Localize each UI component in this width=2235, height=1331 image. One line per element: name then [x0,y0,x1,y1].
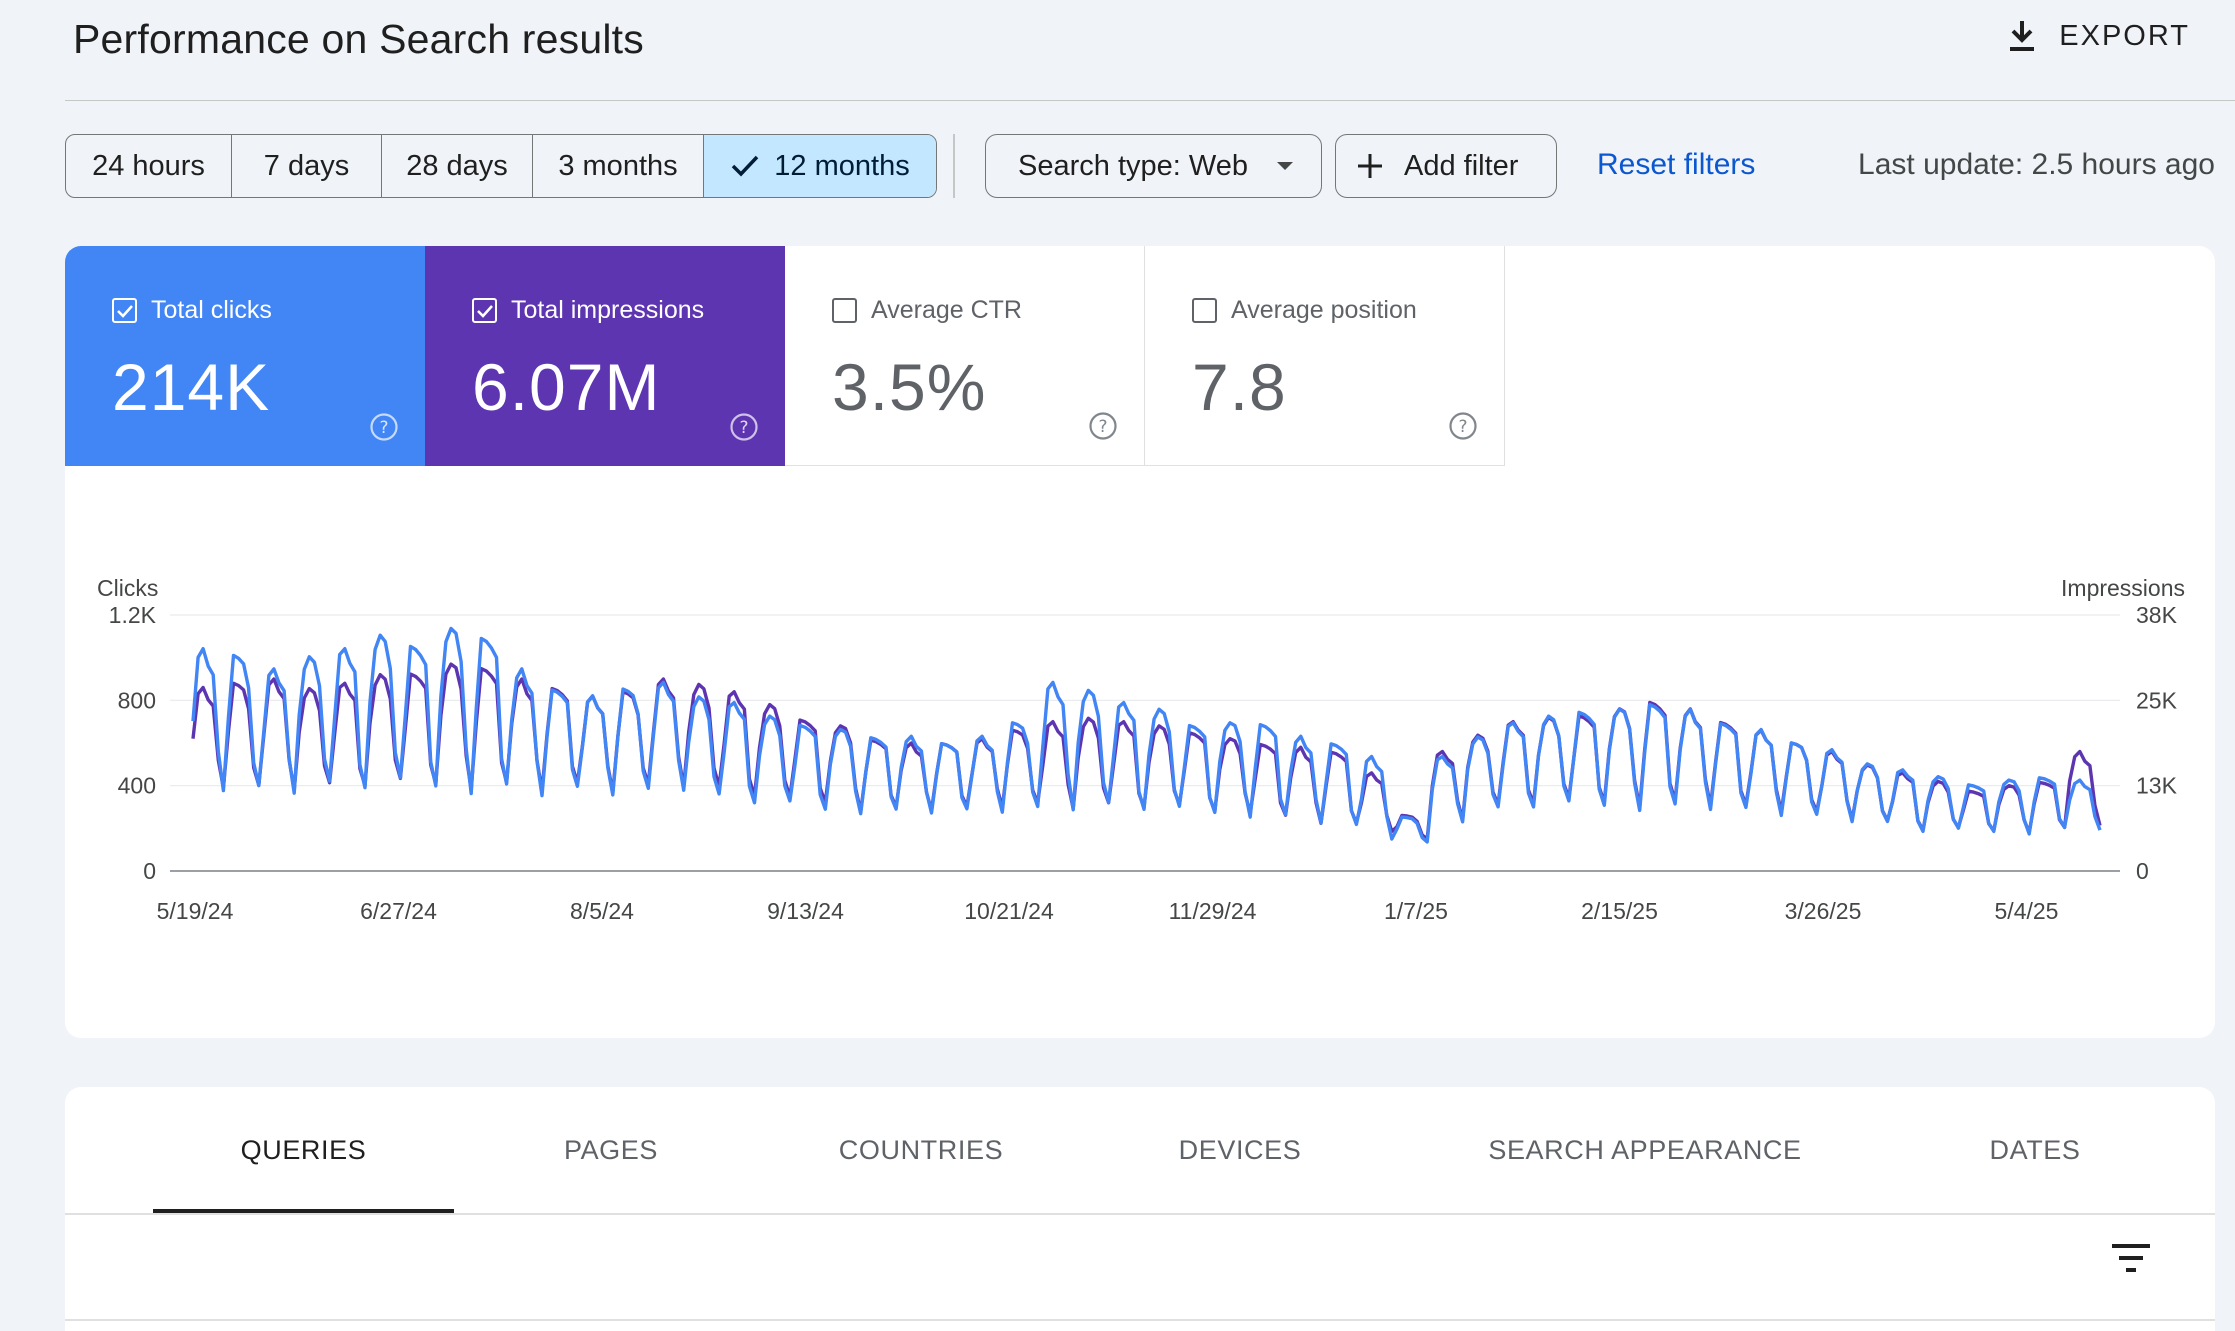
date-range-selector: 24 hours 7 days 28 days 3 months 12 mont… [65,134,937,198]
reset-filters-link[interactable]: Reset filters [1597,148,1756,181]
metric-average-position[interactable]: Average position 7.8 ? [1145,246,1505,466]
x-tick-label: 8/5/24 [570,898,634,924]
range-3-months[interactable]: 3 months [533,135,704,197]
x-tick-label: 11/29/24 [1169,898,1257,924]
download-icon [2010,21,2035,51]
tab-countries[interactable]: COUNTRIES [838,1135,1004,1165]
svg-text:?: ? [739,418,748,438]
check-icon [732,155,759,177]
metric-value: 6.07M [472,350,661,424]
y-axis-title-left: Clicks [97,575,158,601]
help-circle-icon[interactable]: ? [1448,411,1478,441]
x-tick-label: 5/4/25 [1995,898,2059,924]
performance-card: Total clicks 214K ? Total impressions 6.… [65,246,2215,1038]
x-tick-label: 3/26/25 [1785,898,1862,924]
page-header: Performance on Search results EXPORT [65,0,2235,101]
page-title: Performance on Search results [73,16,644,62]
y-axis-title-right: Impressions [2061,575,2185,601]
y-axis-right: Impressions 0 13K 25K 38K [2061,575,2185,884]
metric-cards: Total clicks 214K ? Total impressions 6.… [65,246,1505,466]
checkbox-empty-icon [832,298,857,323]
active-tab-indicator [153,1209,454,1213]
metric-average-ctr[interactable]: Average CTR 3.5% ? [785,246,1145,466]
y2-tick-label: 13K [2136,773,2178,799]
range-12-months[interactable]: 12 months [704,135,936,197]
chart-lines [191,626,2102,844]
help-circle-icon[interactable]: ? [369,412,399,442]
metric-value: 3.5% [832,350,987,424]
export-button[interactable]: EXPORT [2007,14,2190,58]
svg-text:?: ? [1458,417,1467,437]
y-axis-left: Clicks 0 400 800 1.2K [97,575,158,884]
metric-value: 7.8 [1192,350,1287,424]
checkbox-checked-icon [472,298,497,323]
plus-icon [1358,154,1382,178]
y-tick-label: 0 [143,858,156,884]
x-tick-label: 10/21/24 [964,898,1054,924]
tab-pages[interactable]: PAGES [563,1135,659,1165]
filter-list-icon[interactable] [2112,1244,2150,1272]
table-header-divider [65,1319,2215,1321]
x-tick-label: 9/13/24 [767,898,844,924]
caret-down-icon [1276,162,1293,170]
tab-devices[interactable]: DEVICES [1178,1135,1302,1165]
metric-value: 214K [112,350,271,424]
help-circle-icon[interactable]: ? [1088,411,1118,441]
series-impressions-line [191,626,2102,844]
x-tick-label: 2/15/25 [1581,898,1658,924]
dimension-tabs-card: QUERIES PAGES COUNTRIES DEVICES SEARCH A… [65,1087,2215,1331]
metric-total-impressions[interactable]: Total impressions 6.07M ? [425,246,785,466]
add-filter-button[interactable]: Add filter [1335,134,1557,198]
svg-text:?: ? [1098,417,1107,437]
chart-grid [170,614,2120,872]
x-tick-label: 6/27/24 [360,898,437,924]
tab-queries[interactable]: QUERIES [240,1135,367,1165]
y2-tick-label: 0 [2136,858,2149,884]
search-type-dropdown[interactable]: Search type: Web [985,134,1322,198]
x-tick-label: 1/7/25 [1384,898,1448,924]
export-label: EXPORT [2059,19,2190,52]
checkbox-empty-icon [1192,298,1217,323]
y2-tick-label: 25K [2136,687,2178,713]
y-tick-label: 400 [118,773,156,799]
range-7-days[interactable]: 7 days [232,135,382,197]
x-axis: 5/19/24 6/27/24 8/5/24 9/13/24 10/21/24 11/29… [157,898,2059,924]
range-28-days[interactable]: 28 days [382,135,533,197]
y2-tick-label: 38K [2136,602,2178,628]
svg-text:?: ? [379,418,388,438]
help-circle-icon[interactable]: ? [729,412,759,442]
checkbox-checked-icon [112,298,137,323]
last-update-text: Last update: 2.5 hours ago [1858,148,2215,181]
metric-total-clicks[interactable]: Total clicks 214K ? [65,246,425,466]
y-tick-label: 1.2K [109,602,157,628]
x-tick-label: 5/19/24 [157,898,234,924]
filter-bar: 24 hours 7 days 28 days 3 months 12 mont… [65,134,2215,198]
tab-dates[interactable]: DATES [1989,1135,2081,1165]
range-24-hours[interactable]: 24 hours [66,135,232,197]
y-tick-label: 800 [118,687,156,713]
filter-divider [953,134,955,198]
tab-search-appearance[interactable]: SEARCH APPEARANCE [1488,1135,1802,1165]
tabs-divider [65,1213,2215,1215]
